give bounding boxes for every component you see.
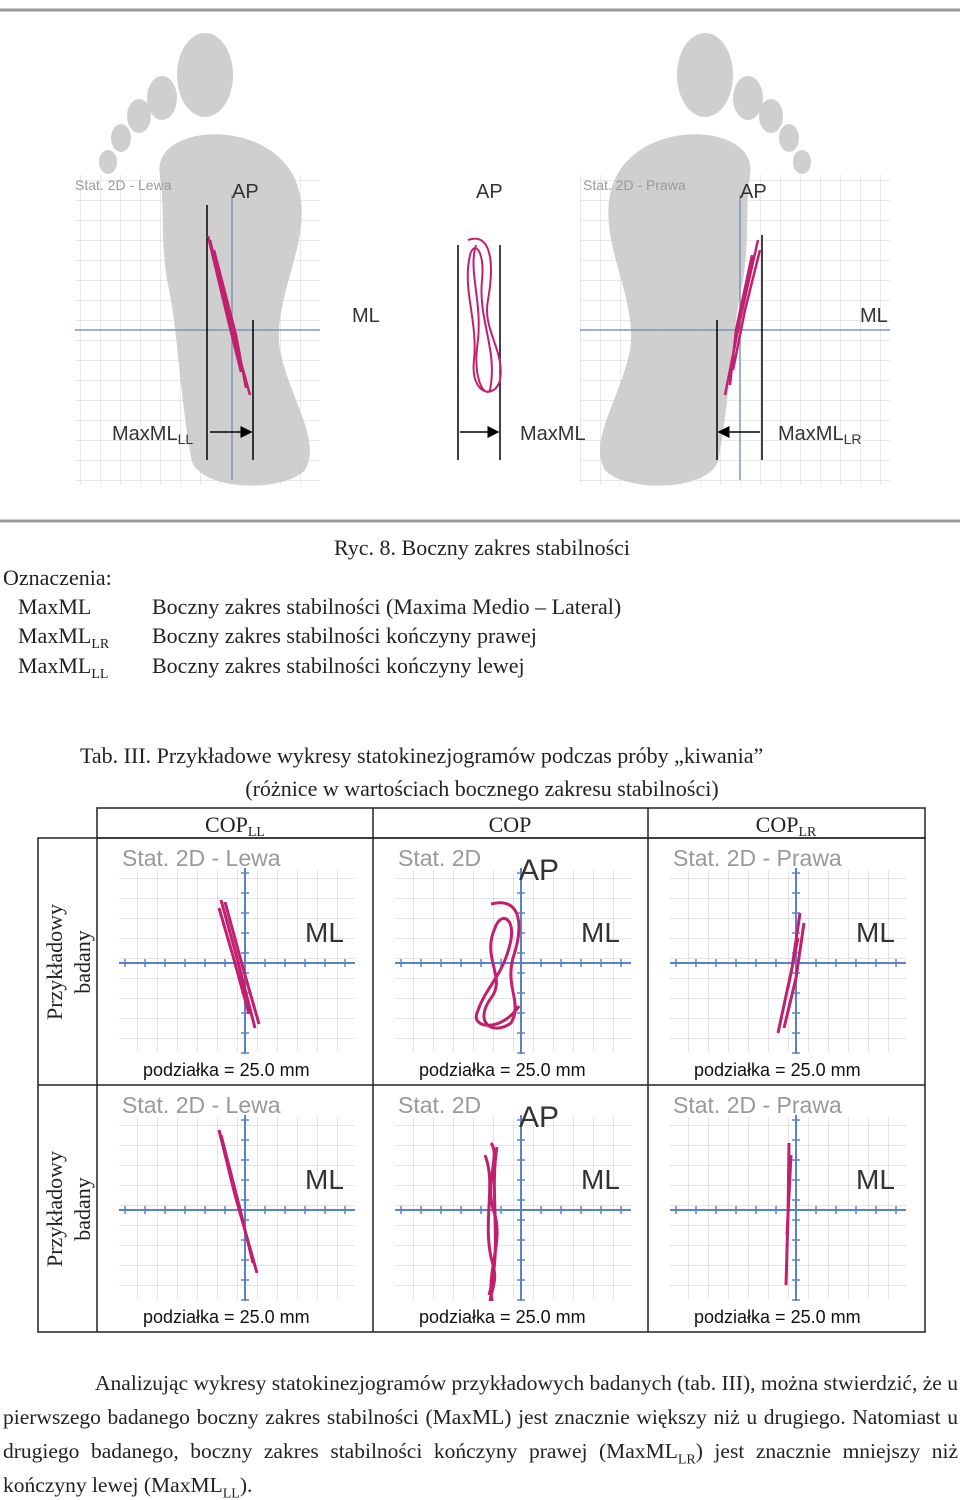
scale-bg [690,1301,886,1325]
row-label-line: Przykładowy [42,1151,67,1267]
statokinezjogram: Stat. 2D - Lewa ML podziałka = 25.0 mm [119,1092,355,1327]
trace [483,1142,499,1308]
axis-label: ML [305,1164,344,1195]
trace [217,899,261,1029]
legend-term: MaxMLLL [18,653,108,682]
subscript: LR [677,1452,696,1468]
axis-label: AP [519,854,559,887]
scale-bg [415,1054,611,1078]
row-label-line: Przykładowy [42,904,67,1020]
cell-title: Stat. 2D - Prawa [673,845,842,871]
axis-label: AP [740,181,767,203]
axis-label: AP [232,181,259,203]
left-foot [75,33,320,486]
legend-term: MaxML [18,594,91,619]
panel-label: Stat. 2D - Prawa [583,177,686,193]
cell-title: Stat. 2D [398,845,481,871]
table-frame [37,807,926,1333]
right-foot [580,33,890,486]
scale-label: podziałka = 25.0 mm [419,1307,586,1327]
table-title: (różnice w wartościach bocznego zakresu … [245,776,718,801]
scale-label: podziałka = 25.0 mm [143,1060,310,1080]
axis-label: ML [581,917,620,948]
grid [670,870,906,1052]
figure-labels: Stat. 2D - Lewa AP ML MaxMLLL AP MaxML S… [75,177,888,447]
axis-label: ML [856,917,895,948]
scale-label: podziałka = 25.0 mm [143,1307,310,1327]
column-header: COP [489,812,532,837]
row-label-line: badany [70,1177,95,1241]
row-label: Przykładowy badany [42,904,95,1020]
text: ). [239,1473,253,1497]
subscript: LL [222,1486,240,1500]
statokinezjogram: Stat. 2D - Lewa ML podziałka = 25.0 mm [119,845,355,1080]
cell-title: Stat. 2D - Lewa [122,1092,281,1118]
column-header: COPLR [756,812,817,840]
statokinezjogram: Stat. 2D - Prawa ML podziałka = 25.0 mm [670,1092,906,1327]
cell-title: Stat. 2D - Prawa [673,1092,842,1118]
scale-bg [139,1054,335,1078]
grid [119,1117,355,1299]
trace [217,1129,259,1274]
legend-term: MaxMLLR [18,623,110,652]
legend-desc: Boczny zakres stabilności (Maxima Medio … [152,594,621,619]
cell-title: Stat. 2D - Lewa [122,845,281,871]
trace [776,912,806,1034]
statokinezjogram: Stat. 2D AP ML podziałka = 25.0 mm [395,1092,631,1327]
table-title: Tab. III. Przykładowe wykresy statokinez… [80,743,763,768]
measure-label: MaxML [520,423,586,445]
trace [784,1142,793,1286]
axis-label: ML [305,917,344,948]
scale-bg [690,1054,886,1078]
scale-label: podziałka = 25.0 mm [694,1307,861,1327]
legend-desc: Boczny zakres stabilności kończyny prawe… [152,623,537,648]
scale-bg [139,1301,335,1325]
axis-label: AP [519,1101,559,1134]
paragraph: Analizując wykresy statokinezjogramów pr… [3,1366,958,1500]
legend-desc: Boczny zakres stabilności kończyny lewej [152,653,525,678]
text: Analizując wykresy statokinezjogramów pr… [3,1371,958,1463]
scale-bg [415,1301,611,1325]
axis-label: ML [352,305,380,327]
statokinezjogram: Stat. 2D AP ML podziałka = 25.0 mm [395,845,631,1080]
statokinezjogram: Stat. 2D - Prawa ML podziałka = 25.0 mm [670,845,906,1080]
axis-label: ML [856,1164,895,1195]
row-label-line: badany [70,930,95,994]
axis-label: ML [581,1164,620,1195]
measure-label: MaxMLLR [778,423,861,447]
panel-label: Stat. 2D - Lewa [75,177,172,193]
axis-label: ML [860,305,888,327]
scale-label: podziałka = 25.0 mm [419,1060,586,1080]
middle-panel [457,237,502,460]
axis-label: AP [476,181,503,203]
row-label: Przykładowy badany [42,1151,95,1267]
trace [474,901,521,1030]
text: ) jest znacznie mniejszy niż kończyny le… [3,1439,958,1497]
cell-title: Stat. 2D [398,1092,481,1118]
measure-label: MaxMLLL [112,423,193,447]
scale-label: podziałka = 25.0 mm [694,1060,861,1080]
caption: Ryc. 8. Boczny zakres stabilności [334,535,630,560]
legend-title: Oznaczenia: [3,565,112,590]
column-header: COPLL [205,812,265,840]
grid [395,1117,631,1299]
